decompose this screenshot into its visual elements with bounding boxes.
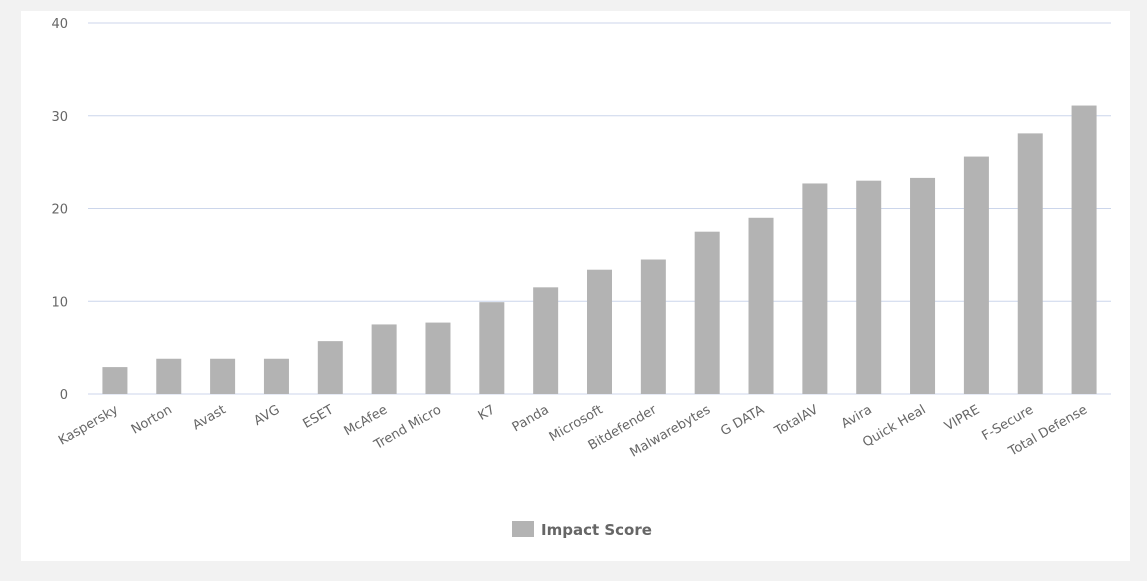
y-tick-label: 20 [51,203,68,218]
y-tick-label: 40 [51,17,68,32]
legend-label: Impact Score [541,521,652,539]
bar [802,183,828,394]
bar [263,358,289,394]
bar [317,341,343,394]
bar [479,302,505,394]
bar [963,156,989,394]
chart-panel [21,11,1130,561]
bar [533,287,559,394]
legend-swatch [512,521,534,537]
x-tick-label: K7 [476,402,498,423]
bar [748,217,774,394]
bar [156,358,182,394]
bar [910,177,936,394]
bar [587,269,612,394]
bar [425,322,451,394]
bar [694,231,720,394]
bar [102,367,128,394]
bar [1071,105,1097,395]
y-tick-label: 0 [60,388,68,403]
bar [1017,133,1043,394]
bar [640,259,666,394]
bar [856,180,882,394]
y-tick-label: 30 [51,110,68,125]
y-tick-label: 10 [51,295,68,310]
bar [210,358,236,394]
bar [371,324,397,394]
